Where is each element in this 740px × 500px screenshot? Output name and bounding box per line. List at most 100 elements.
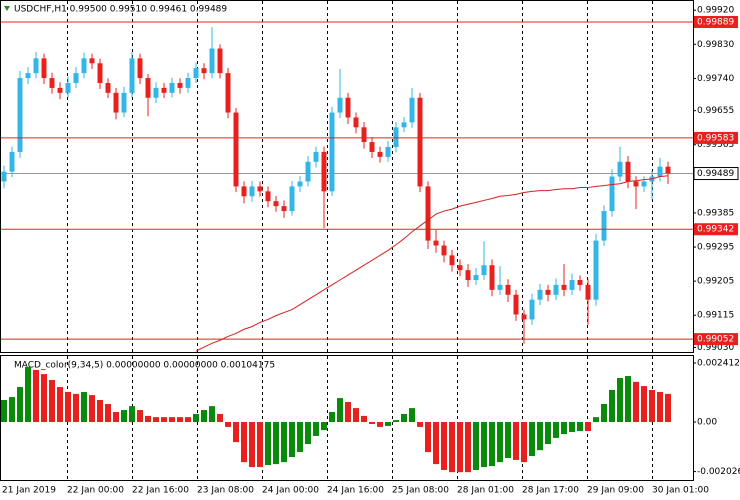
x-tick-label: 23 Jan 08:00	[197, 486, 254, 496]
candle-body	[33, 58, 39, 74]
candle-body	[513, 294, 519, 315]
candle-body	[641, 181, 647, 187]
x-tick-label: 30 Jan 01:00	[652, 486, 709, 496]
symbol-icon	[4, 6, 10, 11]
macd-bar	[81, 391, 87, 423]
candle-body	[441, 245, 447, 256]
macd-bar	[145, 415, 151, 423]
candle-body	[481, 265, 487, 276]
macd-bar	[537, 422, 543, 451]
candle-body	[409, 97, 415, 123]
macd-bar	[561, 422, 567, 435]
macd-bar	[617, 377, 623, 423]
macd-bar	[665, 393, 671, 423]
macd-bar	[265, 422, 271, 466]
candle-body	[657, 166, 663, 177]
candle-body	[353, 117, 359, 128]
candle-body	[473, 275, 479, 281]
macd-bar	[337, 398, 343, 423]
macd-bar	[233, 422, 239, 443]
y-tick-label: 0.99920	[697, 6, 734, 16]
macd-bar	[441, 422, 447, 470]
candle-body	[41, 58, 47, 79]
level-tag	[694, 15, 738, 28]
macd-bar	[89, 395, 95, 423]
macd-bar	[585, 422, 591, 432]
macd-bar	[249, 422, 255, 468]
candle-body	[313, 151, 319, 162]
candle-body	[593, 240, 599, 300]
level-tag	[694, 333, 738, 346]
macd-bar	[409, 408, 415, 423]
candle-body	[465, 270, 471, 281]
macd-bar	[481, 422, 487, 468]
level-label: 0.99052	[697, 335, 734, 345]
candle-body	[233, 112, 239, 187]
candle-body	[625, 161, 631, 182]
y-tick-label: 0.99830	[697, 40, 734, 50]
macd-bar	[33, 369, 39, 423]
y-tick-label: 0.99655	[697, 106, 734, 116]
candle-body	[497, 284, 503, 290]
macd-bar	[649, 389, 655, 423]
candle-body	[633, 181, 639, 187]
macd-bar	[601, 403, 607, 423]
macd-bar	[225, 422, 231, 427]
macd-bar	[577, 422, 583, 432]
y-tick-label: 0.99205	[697, 277, 734, 287]
candle-body	[545, 289, 551, 295]
candle-body	[505, 284, 511, 295]
macd-bar	[217, 413, 223, 423]
candle-body	[345, 97, 351, 118]
macd-bar	[321, 422, 327, 431]
last-price-tag	[693, 167, 739, 181]
macd-bar	[57, 387, 63, 423]
x-tick-label: 24 Jan 16:00	[327, 486, 384, 496]
candle-body	[425, 186, 431, 241]
y-tick-label: 0.99115	[697, 311, 734, 321]
candle-body	[369, 142, 375, 152]
macd-bar	[281, 422, 287, 463]
candle-body	[1, 171, 7, 182]
level-label: 0.99583	[697, 133, 734, 143]
candle-body	[361, 127, 367, 143]
candle-body	[137, 58, 143, 79]
candle-body	[297, 181, 303, 187]
macd-bar	[153, 417, 159, 423]
candle-body	[265, 191, 271, 202]
macd-bar	[201, 410, 207, 423]
candle-body	[385, 147, 391, 157]
candle-body	[257, 186, 263, 192]
x-tick-label: 25 Jan 08:00	[392, 486, 449, 496]
macd-bar	[457, 422, 463, 473]
candle-body	[81, 58, 87, 74]
candle-body	[337, 97, 343, 113]
macd-bar	[641, 386, 647, 423]
x-tick-label: 22 Jan 00:00	[67, 486, 124, 496]
candle-body	[209, 48, 215, 74]
candle-body	[193, 68, 199, 79]
y-tick-label: 0.0024124	[697, 359, 740, 369]
candle-body	[17, 78, 23, 152]
candle-body	[169, 82, 175, 93]
candle-body	[113, 92, 119, 113]
level-label: 0.99889	[697, 17, 734, 27]
macd-bar	[513, 422, 519, 460]
candle-body	[321, 151, 327, 192]
macd-bar	[9, 397, 15, 423]
macd-bar	[417, 422, 423, 427]
x-tick-label: 29 Jan 09:00	[587, 486, 644, 496]
candle-body	[281, 206, 287, 212]
candle-body	[449, 255, 455, 266]
macd-bar	[393, 420, 399, 423]
macd-bar	[257, 422, 263, 468]
moving-average	[195, 175, 669, 352]
macd-bar	[497, 422, 503, 463]
candle-body	[185, 78, 191, 88]
macd-bar	[105, 403, 111, 423]
macd-bar	[193, 413, 199, 423]
candle-body	[577, 280, 583, 285]
macd-bar	[385, 422, 391, 426]
macd-bar	[505, 422, 511, 458]
